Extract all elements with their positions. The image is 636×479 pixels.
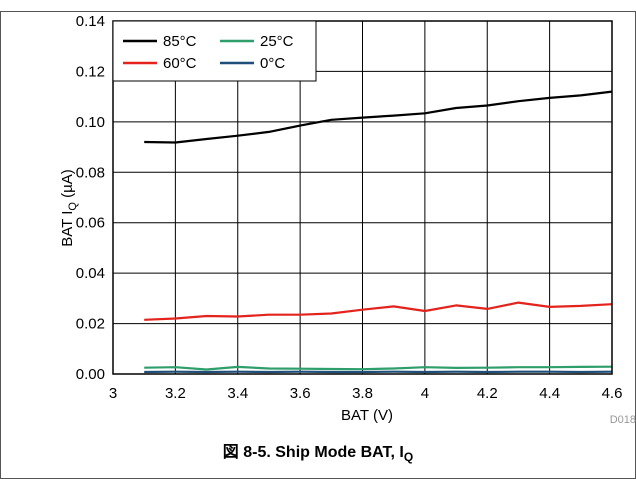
y-tick-label: 0.10	[76, 114, 105, 131]
series-line-85c	[144, 90, 613, 144]
x-tick-label: 4.4	[539, 385, 560, 402]
y-tick-labels: 0.00 0.02 0.04 0.06 0.08 0.10 0.12 0.14	[76, 13, 105, 383]
x-tick-labels: 3 3.2 3.4 3.6 3.8 4 4.2 4.4 4.6	[109, 385, 623, 402]
x-tick-label: 3.8	[352, 385, 373, 402]
y-tick-label: 0.12	[76, 63, 105, 80]
y-axis-label-suffix: (µA)	[59, 169, 76, 202]
y-tick-label: 0.00	[76, 366, 105, 383]
plot-area-border	[112, 20, 613, 375]
legend-label: 0°C	[260, 55, 285, 72]
y-tick-label: 0.06	[76, 215, 105, 232]
x-axis-label: BAT (V)	[341, 407, 393, 424]
figure-caption: 図 8-5. Ship Mode BAT, IQ	[223, 443, 413, 464]
figure-top-border	[0, 0, 636, 12]
legend-box	[112, 20, 317, 82]
y-axis-label-prefix: BAT I	[59, 211, 76, 247]
legend-label: 25°C	[260, 33, 294, 50]
series-line-60c	[144, 301, 613, 321]
x-tick-label: 4.6	[602, 385, 623, 402]
figure-code: D018	[610, 414, 636, 426]
y-tick-label: 0.08	[76, 164, 105, 181]
x-tick-label: 3.2	[165, 385, 186, 402]
y-axis-label-sub: Q	[67, 202, 79, 211]
x-tick-label: 3	[109, 385, 117, 402]
x-tick-label: 4.2	[477, 385, 498, 402]
y-tick-label: 0.02	[76, 316, 105, 333]
x-tick-label: 3.6	[290, 385, 311, 402]
series-lines	[144, 90, 613, 374]
legend-label: 60°C	[163, 55, 197, 72]
legend-label: 85°C	[163, 33, 197, 50]
figure-caption-main: 図 8-5. Ship Mode BAT, I	[223, 443, 404, 461]
y-tick-label: 0.04	[76, 265, 105, 282]
series-line-25c	[144, 365, 613, 371]
x-tick-label: 4	[421, 385, 429, 402]
x-tick-label: 3.4	[227, 385, 248, 402]
figure-caption-sub: Q	[404, 450, 413, 464]
y-tick-label: 0.14	[76, 13, 105, 30]
legend: 85°C 25°C 60°C 0°C	[112, 20, 317, 82]
y-axis-label: BAT IQ (µA)	[59, 169, 79, 247]
